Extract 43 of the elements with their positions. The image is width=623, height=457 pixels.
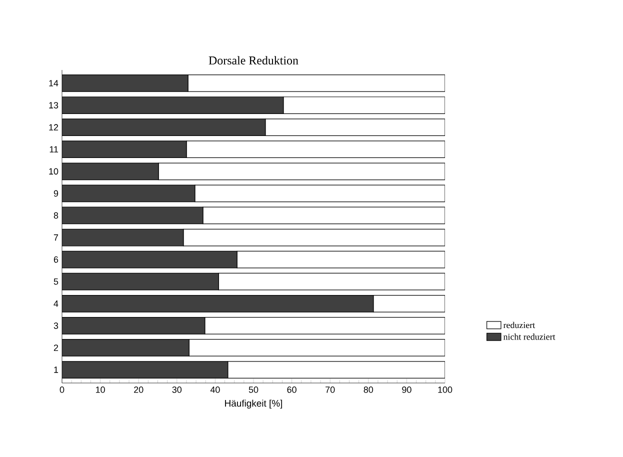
y-tick-label: 2 — [54, 344, 58, 351]
bar — [62, 74, 188, 92]
bar — [62, 317, 206, 334]
bar — [62, 294, 374, 312]
bar — [62, 272, 219, 290]
bar — [62, 162, 159, 180]
y-tick-label: 10 — [49, 168, 58, 175]
bar — [62, 339, 190, 356]
x-axis-title: Häufigkeit [%] — [225, 400, 282, 409]
legend-label: reduziert — [503, 322, 536, 328]
legend-label: nicht reduziert — [503, 334, 556, 340]
x-tick-label: 20 — [134, 386, 144, 393]
x-tick-label: 80 — [364, 386, 374, 393]
y-tick-label: 8 — [54, 212, 58, 219]
y-tick-label: 5 — [54, 278, 58, 285]
bar — [62, 184, 196, 202]
x-tick-label: 100 — [438, 386, 452, 393]
y-tick-label: 4 — [54, 300, 58, 307]
bar — [62, 361, 228, 378]
chart-title: Dorsale Reduktion — [208, 56, 298, 64]
x-tick-label: 70 — [326, 386, 335, 393]
x-tick-label: 50 — [248, 386, 258, 393]
bar — [62, 250, 238, 268]
x-tick-label: 0 — [60, 386, 64, 393]
y-tick-label: 13 — [49, 102, 58, 108]
y-tick-label: 1 — [54, 366, 58, 373]
bar — [62, 140, 187, 158]
y-tick-label: 11 — [50, 146, 58, 152]
bar — [62, 96, 284, 114]
bar — [62, 118, 266, 136]
y-tick-label: 9 — [54, 190, 58, 197]
x-tick-label: 60 — [287, 386, 296, 393]
y-tick-label: 12 — [49, 124, 58, 130]
bar — [62, 228, 184, 246]
y-tick-label: 3 — [54, 322, 58, 329]
x-tick-label: 90 — [402, 386, 412, 393]
y-tick-label: 14 — [49, 80, 58, 86]
y-tick-label: 6 — [54, 256, 58, 263]
x-tick-label: 40 — [210, 386, 220, 393]
bar — [62, 206, 204, 224]
y-tick-label: 7 — [54, 234, 58, 241]
x-tick-label: 30 — [172, 386, 182, 393]
x-tick-label: 10 — [96, 386, 105, 393]
